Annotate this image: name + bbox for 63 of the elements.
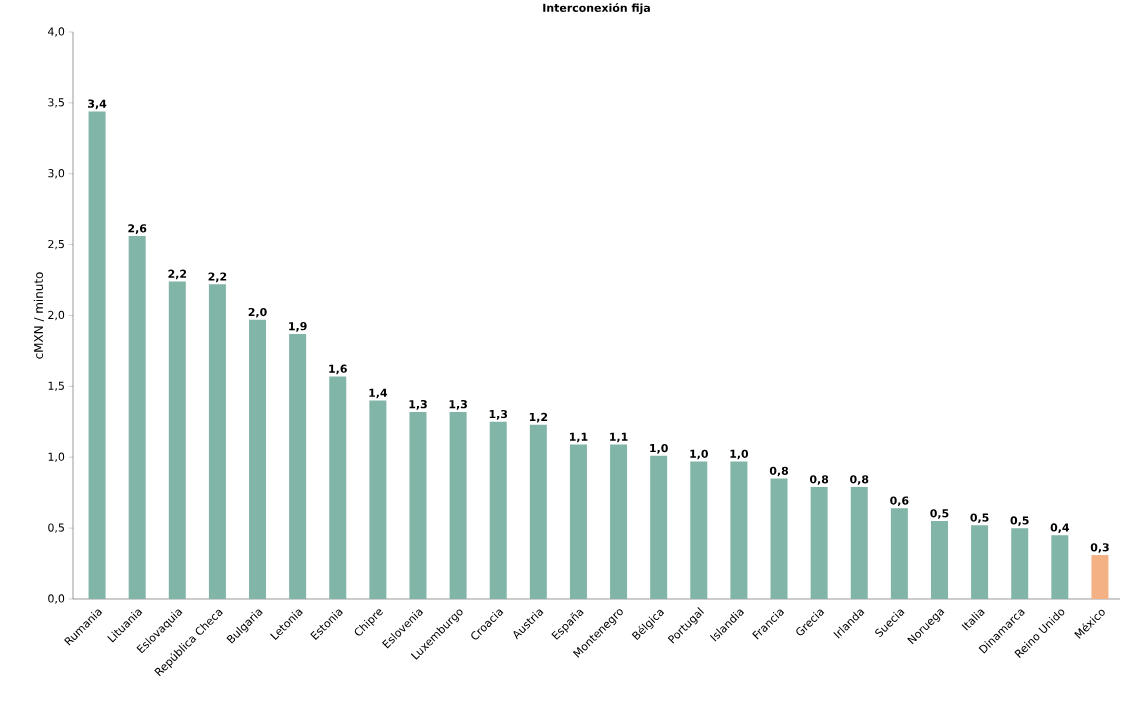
bar [128, 236, 146, 599]
bar [850, 487, 868, 599]
data-label: 1,0 [650, 443, 668, 454]
bar [610, 444, 628, 599]
bar [208, 284, 226, 599]
data-label: 1,3 [489, 409, 508, 420]
data-label: 1,2 [529, 412, 548, 423]
data-label: 2,0 [248, 307, 267, 318]
data-label: 1,9 [289, 322, 307, 332]
data-label: 1,0 [730, 449, 749, 460]
data-label: 0,4 [1050, 523, 1070, 534]
data-label: 0,5 [1010, 516, 1029, 526]
data-label: 0,6 [890, 496, 909, 507]
data-label: 1,3 [449, 400, 467, 410]
y-tick-label: 0,5 [48, 523, 64, 533]
bar [249, 319, 267, 599]
data-label: 1,4 [369, 388, 388, 399]
y-tick-label: 4,0 [48, 27, 65, 37]
y-tick-label: 2,0 [48, 310, 65, 321]
bar [529, 424, 547, 599]
y-tick-label: 3,0 [48, 169, 65, 179]
bar [690, 461, 708, 599]
data-label: 1,6 [329, 364, 347, 375]
bar [329, 376, 347, 599]
bar [810, 487, 828, 599]
data-label: 1,1 [610, 432, 628, 443]
bar [168, 281, 186, 599]
data-label: 1,1 [569, 432, 588, 443]
y-tick-label: 1,0 [48, 452, 65, 462]
bar [409, 411, 427, 599]
bar [569, 444, 587, 599]
data-label: 3,4 [88, 99, 107, 110]
bar [369, 400, 387, 599]
data-label: 1,0 [690, 449, 708, 460]
bar [971, 525, 989, 599]
bar [88, 111, 106, 599]
data-label: 0,8 [769, 466, 789, 477]
y-axis-title: cMXN / minuto [33, 272, 44, 359]
y-tick-label: 2,5 [48, 239, 64, 250]
bar [770, 478, 788, 599]
bar [650, 455, 668, 599]
data-label: 0,3 [1090, 543, 1109, 553]
bar [489, 421, 507, 599]
data-label: 2,6 [128, 224, 147, 234]
bar [449, 411, 467, 599]
chart-title: Interconexión fija [543, 3, 650, 15]
bar [890, 508, 908, 599]
data-label: 2,2 [208, 272, 227, 283]
data-label: 0,5 [930, 509, 949, 519]
bar [730, 461, 748, 599]
bar [1091, 555, 1109, 599]
data-label: 0,8 [850, 475, 869, 485]
data-label: 0,5 [970, 513, 989, 524]
data-label: 1,3 [409, 400, 427, 410]
bar [1011, 528, 1029, 599]
bar [930, 521, 948, 599]
bar [1051, 535, 1069, 599]
bar [289, 333, 307, 599]
data-label: 2,2 [168, 269, 187, 280]
y-tick-label: 1,5 [48, 381, 64, 391]
y-tick-label: 3,5 [48, 98, 64, 108]
y-tick-label: 0,0 [48, 594, 65, 604]
data-label: 0,8 [809, 475, 829, 485]
